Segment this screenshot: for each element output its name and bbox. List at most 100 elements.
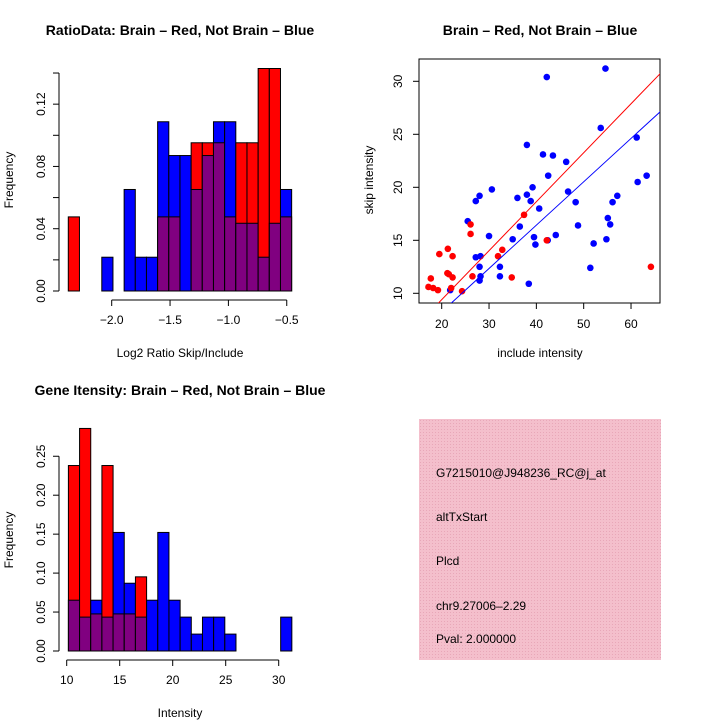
histogram-overlap-bar [212,142,226,292]
scatter-point [613,192,621,200]
scatter-point [552,231,560,239]
ratio-histogram-ylabel: Frequency [2,152,16,209]
gene-histogram-ylabel: Frequency [2,512,16,569]
histogram-overlap-bar [201,155,214,292]
scatter-point [449,252,456,260]
histogram-bar [145,256,159,292]
scatter-point [606,221,614,228]
gene-symbol: Plcd [436,554,459,568]
histogram-overlap-bar [190,188,203,292]
gene-intensity-histogram: Gene Itensity: Brain – Red, Not Brain – … [2,382,326,720]
histogram-bar [179,155,192,292]
x-tick-label: −1.5 [158,313,182,327]
y-tick-label: 0.00 [34,279,48,303]
histogram-overlap-bar [268,222,281,292]
x-tick-label: 15 [113,673,127,687]
histogram-bar [67,216,80,292]
scatter-point [496,273,504,280]
x-tick-label: 50 [577,317,591,331]
scatter-point [469,273,476,280]
scatter-point [467,221,474,228]
scatter-point [603,235,610,243]
scatter-point [508,274,516,281]
histogram-bar [101,256,114,292]
histogram-bar [224,633,237,652]
histogram-bar [157,531,170,652]
scatter-point [477,252,484,260]
scatter-point [498,246,506,254]
ratio-histogram-title: RatioData: Brain – Red, Not Brain – Blue [46,22,315,38]
y-tick-label: 0.15 [34,522,48,546]
scatter-point [444,245,452,253]
scatter-point [523,141,531,149]
scatter-point [590,240,597,247]
x-tick-label: 60 [624,317,638,331]
x-tick-label: 20 [435,317,449,331]
histogram-bar [213,616,226,652]
scatter-point [643,172,650,179]
scatter-point [609,198,616,206]
x-tick-label: 25 [219,673,233,687]
histogram-bar [134,256,147,292]
scatter-point [467,230,474,238]
scatter-point [543,237,551,244]
x-tick-label: 30 [272,673,286,687]
y-tick-label: 0.04 [34,217,48,241]
scatter-point [549,152,557,159]
y-tick-label: 0.08 [34,154,48,178]
y-tick-label: 10 [391,286,405,300]
histogram-overlap-bar [79,616,92,652]
histogram-overlap-bar [157,216,170,292]
info-panel: G7215010@J948236_RC@j_at altTxStart Plcd… [419,419,661,660]
scatter-point [458,287,466,295]
scatter-point [587,264,594,272]
regression-line [437,73,660,303]
scatter-point [523,191,531,199]
scatter-point [633,134,640,141]
scatter-point [530,233,538,241]
scatter-point [539,151,547,158]
scatter-point [525,280,533,288]
scatter-point [476,192,483,200]
scatter-point [514,194,521,202]
histogram-overlap-bar [123,613,136,652]
scatter-point [564,188,572,195]
scatter-point [602,65,609,72]
scatter-point [543,73,551,81]
histogram-overlap-bar [224,216,237,292]
y-tick-label: 25 [391,127,405,141]
y-tick-label: 0.12 [34,92,48,116]
ratio-histogram: RatioData: Brain – Red, Not Brain – Blue… [2,22,314,360]
histogram-overlap-bar [90,613,103,652]
scatter-point [476,263,483,271]
ratio-histogram-xlabel: Log2 Ratio Skip/Include [117,346,244,360]
scatter-point [529,184,536,191]
scatter-point [434,286,442,294]
histogram-bar [168,599,181,652]
x-tick-label: 30 [482,317,496,331]
scatter-point [562,158,570,166]
pval-text: Pval: 2.000000 [436,632,516,646]
y-tick-label: 30 [391,74,405,88]
scatter-plot-box [418,58,661,304]
histogram-bar [146,599,159,652]
histogram-overlap-bar [246,222,259,292]
scatter-point [476,277,483,284]
scatter-point [634,178,641,186]
x-tick-label: 20 [166,673,180,687]
histogram-bar [190,633,203,652]
scatter-point [647,263,655,271]
y-tick-label: 20 [391,180,405,194]
histogram-bar [280,616,293,652]
regression-line [450,111,660,303]
scatter-point [488,186,496,193]
histogram-overlap-bar [67,599,81,652]
scatter-point [494,252,502,260]
scatter-point [544,172,552,179]
x-tick-label: 40 [530,317,544,331]
scatter-point [449,274,456,281]
x-tick-label: −1.0 [217,313,241,327]
gene-histogram-title: Gene Itensity: Brain – Red, Not Brain – … [35,382,326,398]
histogram-bar [179,616,192,652]
scatter-title: Brain – Red, Not Brain – Blue [443,22,638,38]
